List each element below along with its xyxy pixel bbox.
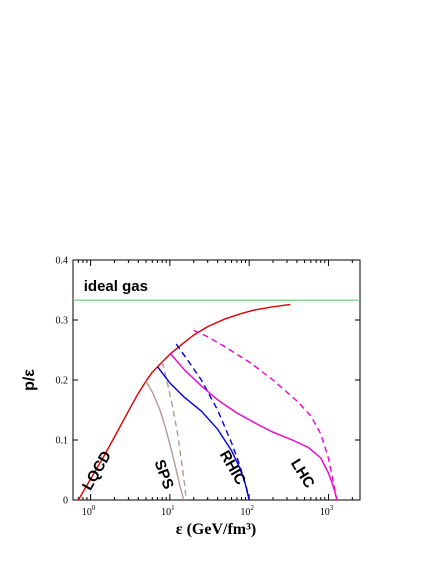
x-tick-label: 101 [161, 504, 175, 518]
x-tick-label: 102 [240, 504, 254, 518]
series-line-1 [145, 380, 185, 501]
y-tick-label: 0.4 [56, 256, 69, 267]
series-line-5 [169, 352, 338, 501]
annotation-lhc: LHC [287, 456, 318, 491]
x-tick-exponent: 2 [250, 504, 254, 512]
y-tick-label: 0.2 [56, 376, 69, 387]
x-tick-label: 103 [320, 504, 334, 518]
x-axis-title: ε (GeV/fm³) [176, 521, 257, 538]
annotation-ideal-gas: ideal gas [84, 278, 148, 295]
x-tick-exponent: 0 [92, 504, 96, 512]
series-line-6 [193, 329, 338, 501]
x-tick-label: 100 [82, 504, 96, 518]
series-line-0 [77, 303, 291, 501]
series-line-2 [161, 361, 187, 501]
annotation-rhic: RHIC [216, 448, 249, 488]
annotation-lqcd: LQCD [79, 448, 115, 493]
annotation-sps: SPS [151, 457, 177, 491]
y-axis-title: p/ε [21, 369, 38, 391]
y-tick-label: 0.1 [56, 436, 69, 447]
plot-frame [72, 259, 361, 501]
y-tick-label: 0 [63, 496, 68, 507]
series-line-4 [175, 343, 250, 501]
x-tick-exponent: 1 [171, 504, 175, 512]
annotations: ideal gas LQCD SPS RHIC LHC [79, 278, 318, 493]
x-tick-exponent: 3 [330, 504, 334, 512]
y-tick-label: 0.3 [56, 316, 69, 327]
series-group [77, 303, 338, 501]
